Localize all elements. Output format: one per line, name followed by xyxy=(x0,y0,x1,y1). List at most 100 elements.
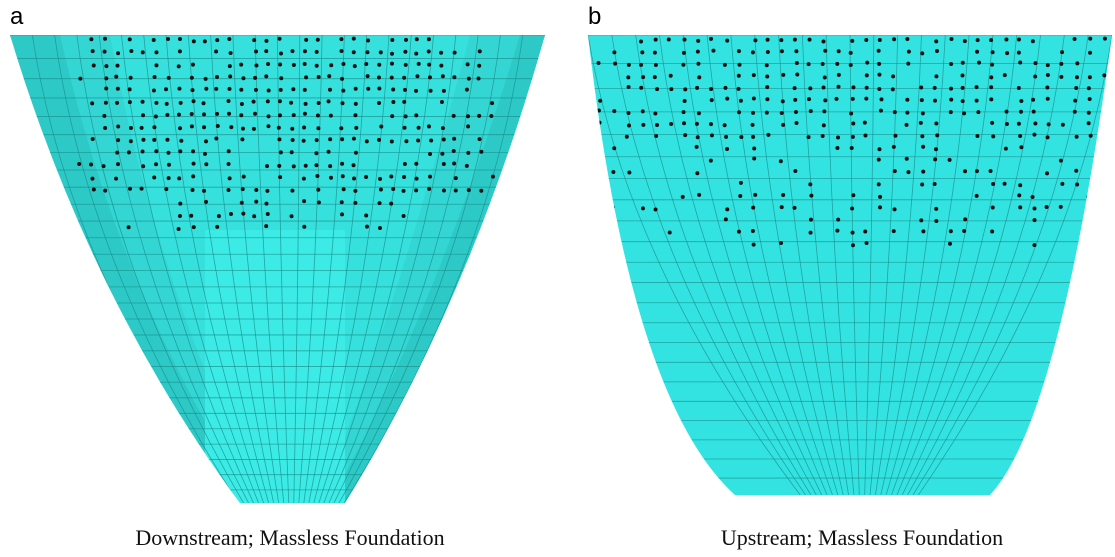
crack-dot xyxy=(948,110,953,115)
crack-dot xyxy=(1075,61,1080,66)
crack-dot xyxy=(452,161,457,166)
crack-dot xyxy=(379,124,384,129)
crack-dot xyxy=(850,96,855,101)
crack-dot xyxy=(597,170,602,175)
crack-dot xyxy=(1102,36,1107,41)
crack-dot xyxy=(793,110,798,115)
crack-dot xyxy=(708,158,713,163)
crack-dot xyxy=(892,169,897,174)
crack-dot xyxy=(1046,122,1051,127)
crack-dot xyxy=(990,50,995,55)
crack-dot xyxy=(327,74,332,79)
crack-dot xyxy=(891,144,896,149)
crack-dot xyxy=(851,193,856,198)
crack-dot xyxy=(404,139,409,144)
crack-dot xyxy=(1060,181,1065,186)
crack-dot xyxy=(426,49,431,54)
crack-dot xyxy=(115,150,120,155)
crack-dot xyxy=(934,219,939,224)
crack-dot xyxy=(709,133,714,138)
crack-dot xyxy=(141,137,146,142)
crack-dot xyxy=(725,38,730,43)
crack-dot xyxy=(465,114,470,119)
crack-dot xyxy=(806,135,811,140)
crack-dot xyxy=(340,174,345,179)
mesh-line xyxy=(778,35,845,495)
crack-dot xyxy=(835,61,840,66)
mesh-line xyxy=(611,35,808,495)
crack-dot xyxy=(1004,109,1009,114)
crack-dot xyxy=(750,50,755,55)
crack-dot xyxy=(639,85,644,90)
crack-dot xyxy=(862,120,867,125)
crack-dot xyxy=(793,169,798,174)
crack-dot xyxy=(139,186,144,191)
crack-dot xyxy=(253,75,258,80)
crack-dot xyxy=(276,125,281,130)
crack-dot xyxy=(466,124,471,129)
crack-dot xyxy=(179,138,184,143)
crack-dot xyxy=(226,149,231,154)
crack-dot xyxy=(1058,158,1063,163)
crack-dot xyxy=(1072,109,1077,114)
crack-dot xyxy=(301,138,306,143)
crack-dot xyxy=(414,113,419,118)
crack-dot xyxy=(1019,99,1024,104)
crack-dot xyxy=(314,163,319,168)
crack-dot xyxy=(794,49,799,54)
crack-dot xyxy=(1074,75,1079,80)
crack-dot xyxy=(229,125,234,130)
crack-dot xyxy=(291,164,296,169)
crack-dot xyxy=(490,174,495,179)
crack-dot xyxy=(639,62,644,67)
crack-dot xyxy=(479,149,484,154)
crack-dot xyxy=(725,207,730,212)
crack-dot xyxy=(416,61,421,66)
crack-dot xyxy=(990,120,995,125)
crack-dot xyxy=(414,88,419,93)
crack-dot xyxy=(477,49,482,54)
mesh-line xyxy=(879,35,946,495)
crack-dot xyxy=(177,176,182,181)
crack-dot xyxy=(877,38,882,43)
crack-dot xyxy=(780,99,785,104)
crack-dot xyxy=(253,87,258,92)
crack-dot xyxy=(440,126,445,131)
crack-dot xyxy=(1017,193,1022,198)
crack-dot xyxy=(390,37,395,42)
crack-dot xyxy=(1045,63,1050,68)
crack-dot xyxy=(414,37,419,42)
crack-dot xyxy=(127,37,132,42)
crack-dot xyxy=(353,188,358,193)
crack-dot xyxy=(808,86,813,91)
crack-dot xyxy=(1018,205,1023,210)
crack-dot xyxy=(204,86,209,91)
crack-dot xyxy=(891,74,896,79)
crack-dot xyxy=(339,126,344,131)
crack-dot xyxy=(974,169,979,174)
crack-dot xyxy=(191,39,196,44)
crack-dot xyxy=(1045,85,1050,90)
crack-dot xyxy=(403,114,408,119)
crack-dot xyxy=(415,74,420,79)
crack-dot xyxy=(439,99,444,104)
crack-dot xyxy=(178,100,183,105)
crack-dot xyxy=(102,49,107,54)
crack-dot xyxy=(177,86,182,91)
crack-dot xyxy=(278,113,283,118)
crack-dot xyxy=(990,62,995,67)
crack-dot xyxy=(340,137,345,142)
crack-dot xyxy=(682,37,687,42)
crack-dot xyxy=(278,62,283,67)
crack-dot xyxy=(427,186,432,191)
crack-dot xyxy=(835,228,840,233)
crack-dot xyxy=(351,36,356,41)
crack-dot xyxy=(115,86,120,91)
crack-dot xyxy=(932,182,937,187)
crack-dot xyxy=(440,151,445,156)
crack-dot xyxy=(353,86,358,91)
crack-dot xyxy=(878,194,883,199)
crack-dot xyxy=(822,75,827,80)
crack-dot xyxy=(289,150,294,155)
crack-dot xyxy=(403,49,408,54)
